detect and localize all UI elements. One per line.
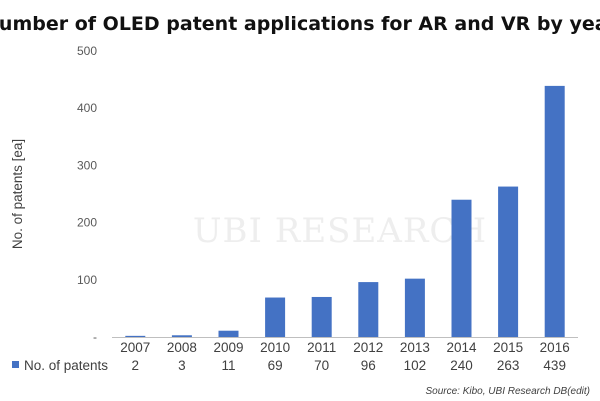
bar-2014	[451, 199, 472, 337]
category-label-2008: 2008	[167, 340, 197, 355]
category-label-2013: 2013	[400, 340, 430, 355]
bar-2013	[404, 278, 425, 337]
bar-2015	[498, 186, 519, 337]
y-axis-label: No. of patents [ea]	[10, 139, 25, 249]
category-label-2012: 2012	[353, 340, 383, 355]
category-label-2015: 2015	[493, 340, 523, 355]
y-tick-label-500: 500	[77, 44, 97, 58]
value-label-2011: 70	[314, 358, 329, 373]
value-label-2008: 3	[178, 358, 186, 373]
value-label-2015: 263	[497, 358, 520, 373]
bar-2010	[265, 297, 286, 337]
legend-series-name: No. of patents	[24, 358, 108, 373]
category-label-2009: 2009	[213, 340, 243, 355]
watermark-logo: UBI RESEARCH	[193, 211, 487, 251]
chart-title: Number of OLED patent applications for A…	[0, 13, 600, 35]
value-label-2012: 96	[361, 358, 376, 373]
value-label-2009: 11	[221, 358, 235, 373]
bar-2016	[544, 85, 565, 337]
y-tick-label-300: 300	[77, 158, 97, 172]
legend-key-swatch	[12, 361, 19, 368]
value-label-2014: 240	[450, 358, 473, 373]
y-tick-label-200: 200	[77, 216, 97, 230]
value-label-2016: 439	[543, 358, 566, 373]
y-tick-label-400: 400	[77, 101, 97, 115]
bar-2011	[311, 296, 332, 337]
y-tick-label-100: 100	[77, 273, 97, 287]
value-label-2007: 2	[132, 358, 140, 373]
category-label-2016: 2016	[540, 340, 570, 355]
category-label-2014: 2014	[446, 340, 477, 355]
value-label-2013: 102	[404, 358, 427, 373]
bar-series	[112, 85, 578, 338]
source-note: Source: Kibo, UBI Research DB(edit)	[425, 386, 590, 397]
category-label-2010: 2010	[260, 340, 290, 355]
bar-2012	[358, 282, 379, 337]
y-tick-label-0: -	[93, 330, 97, 344]
data-table: 2007 2 2008 3 2009 11 2010 69 2011 70 2012 96 2013 10…	[12, 340, 570, 373]
bar-2009	[218, 330, 239, 337]
category-label-2011: 2011	[307, 340, 336, 355]
bar-2008	[171, 335, 192, 337]
y-axis-ticks: - 100 200 300 400 500	[77, 44, 97, 344]
value-label-2010: 69	[268, 358, 283, 373]
bar-2007	[125, 335, 146, 337]
category-label-2007: 2007	[120, 340, 150, 355]
